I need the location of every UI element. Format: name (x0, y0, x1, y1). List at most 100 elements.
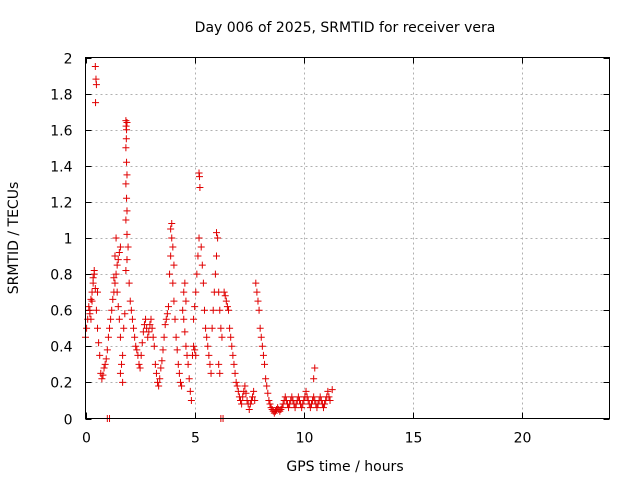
data-point (200, 306, 208, 314)
data-point (108, 306, 116, 314)
y-tick-label: 0.4 (50, 340, 72, 356)
data-point (321, 400, 329, 408)
data-point (85, 303, 93, 311)
data-point (116, 243, 124, 251)
data-point (291, 404, 299, 412)
data-point (288, 393, 296, 401)
data-point (120, 324, 128, 332)
data-point (227, 333, 235, 341)
data-point (191, 303, 199, 311)
data-point (328, 386, 336, 394)
data-point (192, 351, 200, 359)
data-point (146, 321, 154, 329)
data-point (213, 252, 220, 260)
data-point (126, 297, 134, 305)
data-point (157, 364, 165, 372)
data-point (319, 404, 327, 412)
plot-frame (85, 57, 610, 419)
data-point (313, 404, 321, 412)
data-point (198, 261, 206, 269)
data-point (316, 393, 324, 401)
data-point (254, 297, 262, 305)
data-point (152, 369, 160, 377)
data-point (121, 310, 129, 318)
data-point (107, 315, 115, 323)
data-point (156, 375, 164, 383)
data-point (310, 375, 318, 383)
data-point (182, 342, 190, 350)
data-point (246, 400, 254, 408)
tick-labels: 0 5 10 15 20 0 0.2 0.4 0.6 0.8 1 1.2 1.4 1.6 1.8 2 (50, 52, 531, 447)
data-point (194, 252, 202, 260)
data-point (124, 243, 132, 251)
data-point (226, 324, 234, 332)
x-tick-label: 20 (514, 431, 532, 447)
data-point (231, 369, 239, 377)
data-point (186, 387, 194, 395)
data-point (324, 387, 332, 395)
data-point (167, 225, 175, 233)
data-point (164, 303, 172, 311)
data-point (303, 393, 311, 401)
data-point (111, 279, 119, 287)
data-point (264, 389, 272, 397)
data-point (197, 243, 205, 251)
data-point (178, 382, 186, 390)
data-point (159, 346, 167, 354)
data-point (114, 256, 122, 264)
data-point (111, 252, 119, 260)
data-point (175, 369, 183, 377)
data-point (213, 229, 220, 237)
data-point (252, 279, 260, 287)
data-point (310, 393, 318, 401)
data-point (267, 404, 275, 412)
data-point (101, 360, 109, 368)
data-point (192, 288, 200, 296)
data-points (82, 63, 336, 422)
data-point (255, 306, 263, 314)
data-point (195, 234, 203, 242)
data-point (123, 194, 131, 202)
data-point (245, 405, 253, 413)
data-point (115, 248, 123, 256)
x-axis-title: GPS time / hours (286, 459, 403, 475)
x-tick-label: 5 (191, 431, 200, 447)
data-point (179, 306, 187, 314)
data-point (250, 387, 258, 395)
x-tick-label: 0 (82, 431, 91, 447)
data-point (112, 270, 120, 278)
data-point (281, 393, 289, 401)
data-point (87, 315, 95, 323)
data-point (115, 315, 123, 323)
data-point (294, 393, 302, 401)
data-point (158, 357, 166, 365)
data-point (277, 405, 285, 413)
data-point (184, 360, 192, 368)
data-point (217, 324, 225, 332)
data-point (202, 324, 210, 332)
data-point (325, 393, 333, 401)
data-point (263, 382, 271, 390)
y-tick-label: 2 (64, 52, 73, 68)
data-point (256, 324, 264, 332)
data-point (253, 288, 261, 296)
data-point (168, 234, 176, 242)
y-tick-label: 1.2 (50, 196, 72, 212)
data-point (168, 220, 176, 228)
data-point (180, 315, 188, 323)
data-point (102, 355, 110, 363)
data-point (149, 333, 157, 341)
data-point (221, 292, 229, 300)
data-point (326, 396, 334, 404)
data-point (223, 303, 231, 311)
data-point (94, 324, 102, 332)
data-point (170, 261, 178, 269)
data-point (90, 266, 98, 274)
y-tick-label: 0.6 (50, 304, 72, 320)
data-point (276, 407, 284, 415)
data-point (148, 324, 156, 332)
data-point (180, 288, 188, 296)
data-point (241, 382, 249, 390)
data-point (127, 306, 135, 314)
data-point (131, 333, 139, 341)
